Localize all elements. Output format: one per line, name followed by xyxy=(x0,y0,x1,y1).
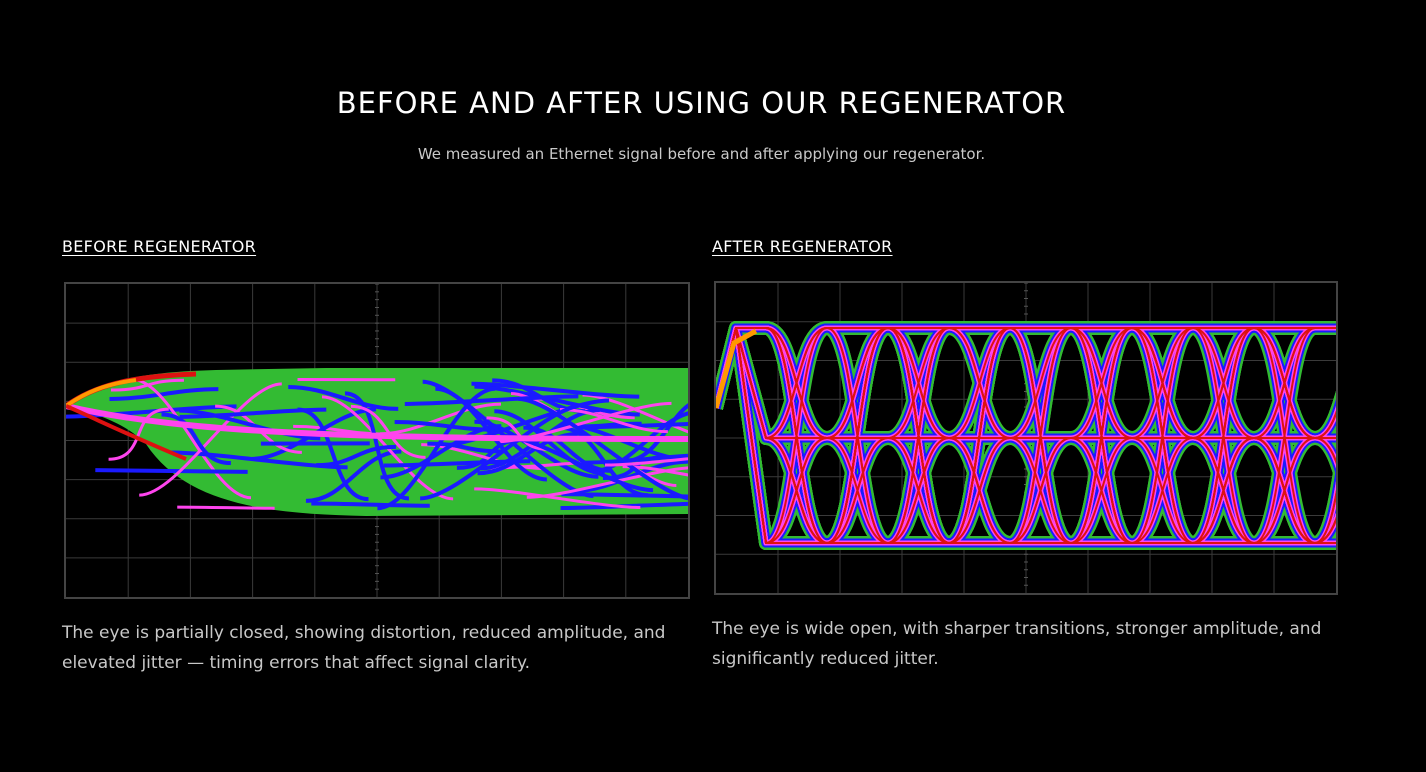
signal-trace xyxy=(379,402,502,436)
signal-trace xyxy=(716,327,1336,544)
signal-trace xyxy=(383,459,531,468)
signal-trace xyxy=(716,327,1336,544)
signal-trace xyxy=(604,457,688,467)
signal-trace xyxy=(435,386,548,482)
page-title: BEFORE AND AFTER USING OUR REGENERATOR xyxy=(336,86,1067,120)
signal-trace xyxy=(559,425,649,498)
signal-trace xyxy=(582,393,688,434)
signal-trace xyxy=(95,468,248,474)
before-eye-diagram xyxy=(64,282,690,599)
signal-trace xyxy=(377,386,496,511)
signal-trace xyxy=(344,391,410,501)
signal-trace xyxy=(573,459,688,494)
signal-trace xyxy=(110,378,184,392)
signal-trace xyxy=(316,444,397,468)
before-heading: BEFORE REGENERATOR xyxy=(62,237,257,256)
signal-trace xyxy=(177,505,275,510)
after-description: The eye is wide open, with sharper trans… xyxy=(712,619,1322,669)
signal-trace xyxy=(311,501,430,508)
signal-trace xyxy=(518,396,688,501)
after-eye-diagram-image xyxy=(716,283,1336,593)
signal-trace xyxy=(623,403,688,464)
signal-trace xyxy=(560,408,668,434)
page-subtitle: We measured an Ethernet signal before an… xyxy=(417,145,986,163)
signal-trace xyxy=(288,384,399,411)
signal-trace xyxy=(716,327,1336,544)
signal-trace xyxy=(66,404,187,461)
signal-trace xyxy=(139,382,282,497)
signal-trace xyxy=(474,487,641,509)
signal-trace xyxy=(297,407,369,502)
signal-trace xyxy=(161,412,231,466)
signal-trace xyxy=(716,327,1336,544)
signal-trace xyxy=(404,394,579,406)
signal-trace xyxy=(179,407,327,419)
after-eye-diagram xyxy=(714,281,1338,595)
signal-trace xyxy=(471,381,640,399)
signal-trace xyxy=(179,408,321,441)
signal-trace xyxy=(486,416,550,451)
signal-trace xyxy=(108,407,169,461)
signal-trace xyxy=(66,403,688,442)
signal-trace xyxy=(560,501,688,511)
signal-trace xyxy=(171,450,348,470)
signal-trace xyxy=(305,449,402,503)
signal-trace xyxy=(109,387,219,401)
signal-trace xyxy=(350,404,426,459)
signal-trace xyxy=(477,431,578,476)
before-eye-diagram-image xyxy=(66,284,688,597)
signal-trace xyxy=(716,328,758,409)
before-description: The eye is partially closed, showing dis… xyxy=(62,623,666,673)
after-heading: AFTER REGENERATOR xyxy=(712,237,893,256)
signal-trace xyxy=(66,378,137,408)
